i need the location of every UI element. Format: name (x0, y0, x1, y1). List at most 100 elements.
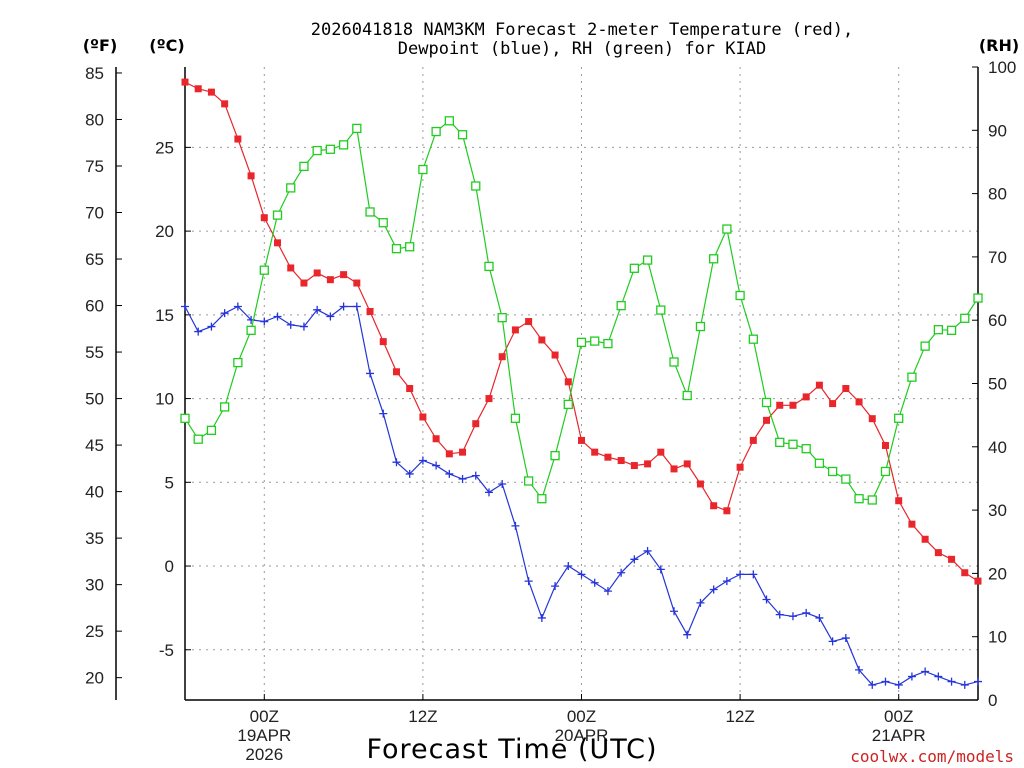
data-point (352, 302, 361, 311)
data-point (656, 305, 666, 315)
data-point (523, 476, 534, 486)
data-point (934, 672, 943, 681)
data-point (340, 271, 348, 279)
data-point (352, 123, 362, 134)
data-point (405, 242, 415, 252)
data-point (207, 88, 215, 96)
f-tick-label: 30 (85, 576, 104, 595)
data-point (881, 677, 890, 686)
data-point (895, 497, 903, 505)
data-point (273, 312, 282, 321)
data-point (855, 398, 863, 406)
data-point (550, 451, 560, 461)
data-point (761, 397, 772, 408)
data-point (604, 453, 612, 461)
data-point (431, 126, 441, 137)
data-point (365, 207, 375, 217)
data-point (457, 130, 468, 140)
data-point (537, 613, 546, 622)
data-point (313, 305, 322, 314)
f-tick-label: 65 (85, 250, 104, 269)
data-point (974, 577, 982, 585)
data-point (312, 145, 322, 156)
data-point (894, 680, 903, 689)
data-point (617, 457, 625, 465)
data-point (630, 555, 639, 564)
data-point (973, 293, 983, 303)
data-point (221, 100, 229, 108)
data-point (722, 224, 732, 234)
c-tick-label: 20 (155, 222, 174, 241)
data-point (801, 444, 811, 454)
source-credit: coolwx.com/models (850, 747, 1014, 766)
data-point (827, 466, 838, 477)
data-point (828, 637, 837, 646)
chart-tick-labels: 85807570656055504540353025202520151050-5… (85, 58, 1016, 764)
c-tick-label: 25 (155, 138, 174, 157)
data-point (960, 313, 970, 323)
data-point (564, 378, 572, 386)
data-point (260, 317, 269, 326)
data-point (193, 434, 203, 444)
series-dewpoint (181, 302, 982, 689)
data-point (219, 402, 230, 412)
data-point (854, 494, 864, 504)
data-point (736, 463, 744, 471)
data-point (563, 399, 573, 410)
data-point (300, 279, 308, 287)
data-point (432, 435, 440, 443)
data-point (841, 634, 850, 643)
data-point (379, 409, 388, 418)
data-point (511, 326, 519, 334)
data-point (776, 401, 784, 409)
data-point (339, 302, 348, 311)
data-point (894, 413, 904, 423)
data-point (181, 302, 189, 311)
f-tick-label: 75 (85, 157, 104, 176)
f-tick-label: 20 (85, 669, 104, 688)
data-point (657, 448, 665, 456)
x-axis-label: Forecast Time (UTC) (366, 734, 657, 765)
data-point (960, 680, 969, 689)
time-tick-label: 12Z (408, 707, 437, 726)
data-point (471, 181, 481, 191)
data-point (419, 413, 427, 421)
data-point (511, 521, 520, 530)
data-point (392, 458, 401, 467)
data-point (498, 479, 507, 488)
data-point (722, 577, 731, 586)
rh-tick-label: 20 (988, 564, 1007, 583)
data-point (406, 385, 414, 393)
f-tick-label: 25 (85, 622, 104, 641)
data-point (603, 338, 613, 349)
data-point (855, 665, 864, 674)
data-point (445, 469, 454, 478)
data-point (682, 390, 692, 401)
data-point (907, 372, 917, 382)
data-point (814, 458, 825, 468)
data-point (815, 381, 823, 389)
data-point (576, 337, 587, 348)
data-point (907, 672, 916, 681)
data-point (749, 570, 758, 579)
data-point (696, 480, 704, 488)
data-point (617, 568, 626, 577)
data-point (353, 279, 361, 287)
rh-tick-label: 60 (988, 311, 1007, 330)
rh-tick-label: 50 (988, 375, 1007, 394)
rh-tick-label: 90 (988, 121, 1007, 140)
data-point (537, 494, 547, 504)
time-tick-label: 00Z (567, 707, 596, 726)
data-point (485, 395, 493, 403)
data-point (405, 469, 414, 478)
data-point (841, 474, 851, 484)
c-tick-label: 5 (165, 473, 174, 492)
data-point (775, 610, 784, 619)
rh-tick-label: 0 (988, 691, 997, 710)
data-point (603, 587, 612, 596)
data-point (590, 578, 599, 587)
data-point (921, 535, 929, 543)
data-point (194, 85, 202, 93)
data-point (642, 255, 653, 265)
